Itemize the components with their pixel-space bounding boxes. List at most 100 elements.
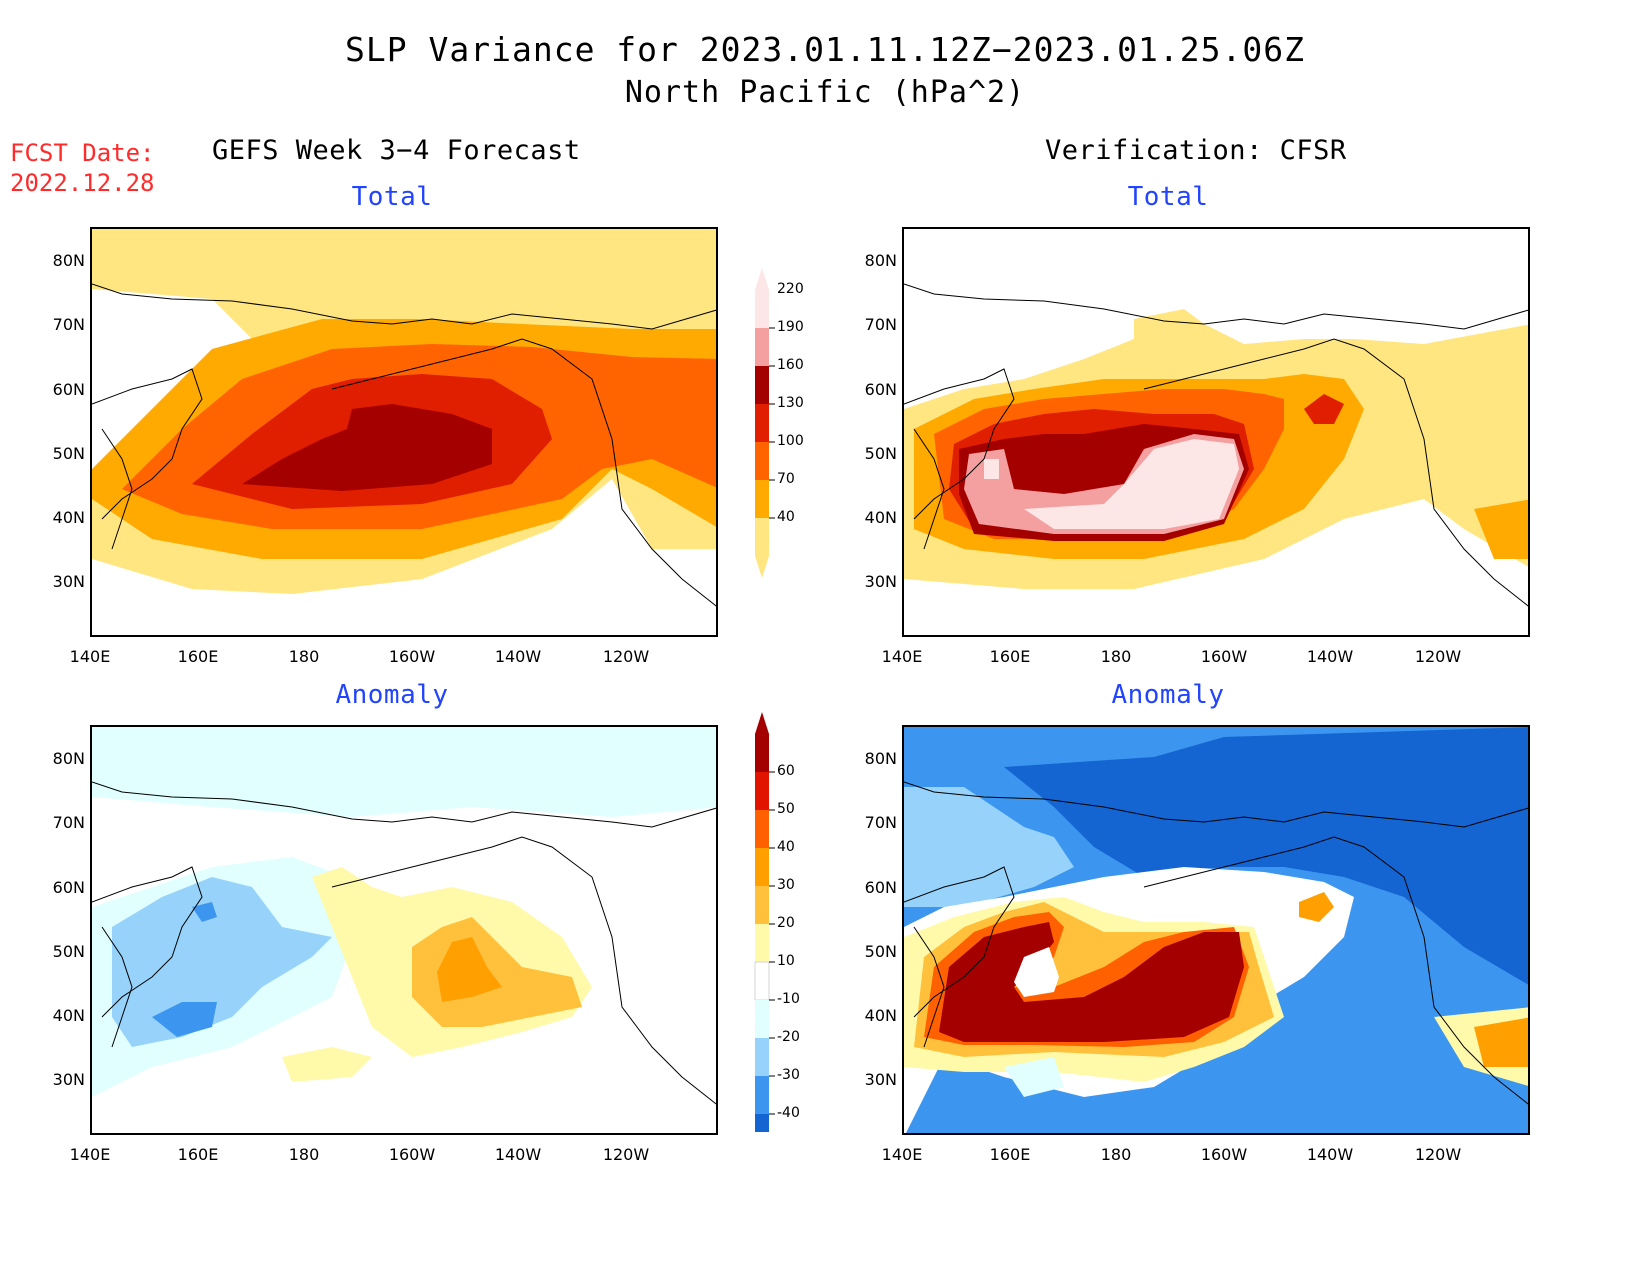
contour-fill [1299, 892, 1334, 922]
contour-fill [939, 922, 1244, 1042]
lat-tick-label: 30N [864, 572, 897, 591]
lat-tick-label: 40N [52, 1006, 85, 1025]
lat-tick-label: 50N [864, 444, 897, 463]
colorbar-level-label: -20 [777, 1029, 800, 1045]
coastline [92, 283, 716, 330]
panel-tr-title: Total [1127, 182, 1209, 212]
colorbar-level-label: 40 [777, 509, 795, 525]
lat-tick-label: 70N [864, 813, 897, 832]
contour-fill [1004, 1057, 1064, 1097]
panel-tl-title: Total [351, 182, 433, 212]
main-title: SLP Variance for 2023.01.11.12Z−2023.01.… [345, 30, 1305, 69]
colorbar-total [755, 268, 775, 578]
coastline [904, 781, 1528, 828]
colorbar-swatch [755, 848, 769, 886]
colorbar-level-label: 160 [777, 357, 804, 373]
colorbar-swatch [754, 961, 770, 1001]
lon-tick-label: 180 [288, 647, 320, 666]
lon-tick-label: 120W [1414, 1145, 1462, 1164]
lon-tick-label: 160E [177, 647, 219, 666]
map-panel-cfsr-total [902, 227, 1530, 637]
colorbar-swatch [755, 518, 769, 578]
colorbar-swatch [755, 1000, 769, 1038]
lat-tick-label: 30N [52, 1070, 85, 1089]
colorbar-swatch [755, 810, 769, 848]
lat-tick-label: 60N [52, 380, 85, 399]
map-panel-gefs-total [90, 227, 718, 637]
lat-tick-label: 80N [52, 251, 85, 270]
colorbar-swatch [755, 1076, 769, 1114]
coastline [331, 836, 716, 1105]
fcst-label: FCST Date: [10, 139, 155, 167]
gefs-total-field [92, 289, 716, 635]
coastline-overlay [92, 781, 716, 1105]
cfsr-total-field [904, 309, 1528, 589]
coastline [1143, 836, 1528, 1105]
cfsr-anomaly-field [904, 727, 1528, 1133]
lat-tick-label: 60N [52, 878, 85, 897]
lat-tick-label: 80N [864, 749, 897, 768]
contour-fill [1004, 727, 1528, 985]
lon-tick-label: 120W [602, 1145, 650, 1164]
colorbar-swatch [755, 772, 769, 810]
contour-fill [984, 439, 1239, 529]
lon-tick-label: 140W [1306, 1145, 1354, 1164]
coastline [101, 428, 133, 550]
lat-tick-label: 70N [52, 813, 85, 832]
coastline [1143, 338, 1528, 607]
colorbar-swatch [755, 886, 769, 924]
fcst-date: 2022.12.28 [10, 169, 155, 197]
colorbar-level-label: 130 [777, 395, 804, 411]
coastline [92, 368, 203, 520]
colorbar-swatch [755, 366, 769, 404]
lon-tick-label: 140W [494, 1145, 542, 1164]
lon-tick-label: 120W [1414, 647, 1462, 666]
map-panel-cfsr-anomaly [902, 725, 1530, 1135]
left-column-title: GEFS Week 3−4 Forecast [212, 135, 581, 166]
lon-tick-label: 140E [69, 647, 111, 666]
coastline [904, 283, 1528, 330]
lon-tick-label: 180 [1100, 1145, 1132, 1164]
colorbar-level-label: -30 [777, 1067, 800, 1083]
right-column-title: Verification: CFSR [1045, 135, 1347, 166]
lon-tick-label: 140W [1306, 647, 1354, 666]
coastline [913, 428, 945, 550]
colorbar-level-label: 70 [777, 471, 795, 487]
lon-tick-label: 160E [177, 1145, 219, 1164]
contour-fill [242, 404, 492, 491]
main-subtitle: North Pacific (hPa^2) [624, 75, 1026, 110]
lon-tick-label: 140E [69, 1145, 111, 1164]
contour-fill [1474, 499, 1528, 559]
lat-tick-label: 60N [864, 380, 897, 399]
fcst-date-block: FCST Date: 2022.12.28 [10, 138, 155, 198]
contour-fill [282, 1047, 372, 1082]
lon-tick-label: 120W [602, 647, 650, 666]
colorbar-level-label: 190 [777, 319, 804, 335]
colorbar-swatch [755, 480, 769, 518]
lat-tick-label: 30N [52, 572, 85, 591]
colorbar-level-label: -10 [777, 991, 800, 1007]
lon-tick-label: 160W [1200, 1145, 1248, 1164]
colorbar-level-label: 30 [777, 877, 795, 893]
contour-fill [112, 877, 332, 1047]
coastline-overlay [92, 283, 716, 607]
lat-tick-label: 50N [52, 444, 85, 463]
lon-tick-label: 160W [388, 1145, 436, 1164]
lon-tick-label: 160E [989, 1145, 1031, 1164]
colorbar-level-label: 100 [777, 433, 804, 449]
lat-tick-label: 30N [864, 1070, 897, 1089]
colorbar-level-label: -40 [777, 1105, 800, 1121]
map-panel-gefs-anomaly [90, 725, 718, 1135]
coastline [101, 926, 133, 1048]
lon-tick-label: 160W [1200, 647, 1248, 666]
lon-tick-label: 140E [881, 647, 923, 666]
lon-tick-label: 140E [881, 1145, 923, 1164]
lat-tick-label: 60N [864, 878, 897, 897]
contour-fill [1304, 394, 1344, 424]
coastline-overlay [904, 283, 1528, 607]
lon-tick-label: 160W [388, 647, 436, 666]
lat-tick-label: 50N [864, 942, 897, 961]
lat-tick-label: 40N [864, 508, 897, 527]
coastline [331, 338, 716, 607]
colorbar-level-label: 220 [777, 281, 804, 297]
